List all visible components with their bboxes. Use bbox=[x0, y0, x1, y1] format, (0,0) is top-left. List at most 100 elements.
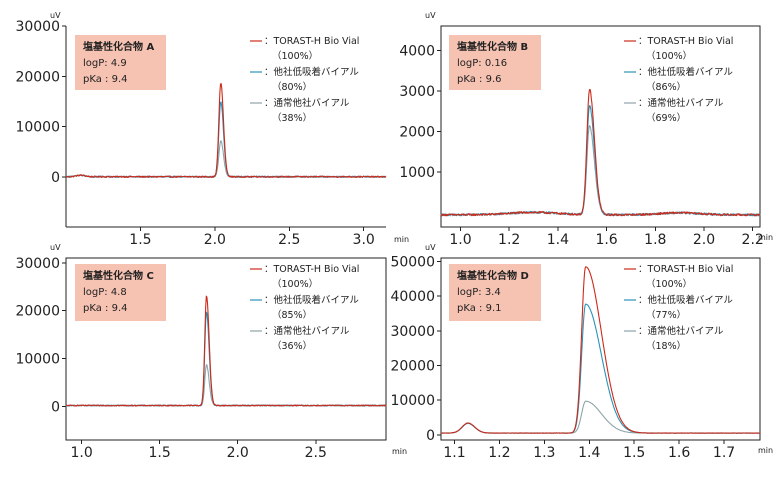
legend-recovery-low: （85%） bbox=[272, 309, 312, 321]
chart-panel-a: 0 10000 20000 30000 1.5 2.0 2.5 3.0 uV min 塩基性化合物 … bbox=[15, 11, 409, 248]
x-tick-label: 2.0 bbox=[693, 232, 715, 248]
y-tick-label: 3000 bbox=[399, 84, 435, 100]
y-tick-label: 1000 bbox=[399, 165, 435, 181]
y-tick-label: 20000 bbox=[390, 358, 435, 374]
x-tick-label: 2.5 bbox=[278, 232, 300, 248]
x-tick-label: 1.8 bbox=[644, 232, 666, 248]
compound-name: 塩基性化合物 A bbox=[83, 40, 154, 53]
y-tick-label: 20000 bbox=[15, 304, 60, 320]
legend-recovery-std: （36%） bbox=[272, 340, 312, 352]
legend-recovery-low: （86%） bbox=[646, 81, 686, 93]
y-tick-label: 30000 bbox=[15, 256, 60, 272]
compound-info-box: 塩基性化合物 C logP: 4.8 pKa : 9.4 bbox=[75, 264, 166, 321]
plot-frame bbox=[440, 257, 761, 441]
legend-label-low: ：他社低吸着バイアル bbox=[264, 294, 359, 306]
logp-value: logP: 0.16 bbox=[457, 58, 507, 69]
trace-torast bbox=[440, 88, 761, 217]
compound-info-box: 塩基性化合物 D logP: 3.4 pKa : 9.1 bbox=[449, 264, 541, 321]
legend-recovery-std: （38%） bbox=[272, 112, 312, 124]
y-tick-label: 10000 bbox=[390, 393, 435, 409]
pka-value: pKa : 9.4 bbox=[83, 74, 128, 85]
legend-recovery-torast: （100%） bbox=[646, 278, 692, 290]
legend-recovery-std: （18%） bbox=[646, 340, 686, 352]
x-tick-label: 1.5 bbox=[129, 232, 151, 248]
y-axis-unit: uV bbox=[50, 11, 61, 20]
trace-low bbox=[440, 105, 761, 217]
x-tick-label: 3.0 bbox=[353, 232, 375, 248]
x-axis-unit: min bbox=[758, 233, 773, 242]
x-tick-label: 2.5 bbox=[305, 445, 327, 461]
x-axis-unit: min bbox=[758, 446, 773, 455]
y-tick-label: 50000 bbox=[390, 254, 435, 270]
x-axis-unit: min bbox=[394, 235, 409, 244]
legend-recovery-torast: （100%） bbox=[646, 50, 692, 62]
y-tick-label: 10000 bbox=[15, 352, 60, 368]
y-tick-label: 2000 bbox=[399, 125, 435, 141]
x-tick-label: 1.1 bbox=[443, 445, 465, 461]
x-tick-label: 1.5 bbox=[149, 445, 171, 461]
legend-label-std: ：通常他社バイアル bbox=[264, 325, 350, 337]
pka-value: pKa : 9.1 bbox=[457, 303, 502, 314]
trace-std bbox=[440, 400, 761, 434]
x-tick-label: 1.6 bbox=[668, 445, 690, 461]
trace-torast bbox=[65, 295, 387, 407]
compound-name: 塩基性化合物 C bbox=[83, 269, 154, 282]
plot-frame bbox=[65, 257, 387, 441]
chart-panel-b: 1000 2000 3000 4000 1.0 1.2 1.4 1.6 1.8 2.0 2.2 uV m… bbox=[399, 11, 773, 248]
y-axis-unit: uV bbox=[425, 243, 436, 252]
y-axis-unit: uV bbox=[425, 11, 436, 20]
y-tick-label: 0 bbox=[51, 170, 60, 186]
info-box-background bbox=[449, 35, 541, 90]
legend-label-low: ：他社低吸着バイアル bbox=[264, 66, 359, 78]
legend-label-torast: ：TORAST-H Bio Vial bbox=[638, 264, 733, 275]
y-tick-label: 10000 bbox=[15, 120, 60, 136]
x-tick-label: 2.2 bbox=[742, 232, 764, 248]
legend: ：TORAST-H Bio Vial （100%） ：他社低吸着バイアル （86%） ：… bbox=[624, 36, 733, 124]
y-tick-label: 30000 bbox=[15, 19, 60, 35]
legend-recovery-std: （69%） bbox=[646, 112, 686, 124]
compound-name: 塩基性化合物 D bbox=[457, 269, 529, 282]
legend-label-torast: ：TORAST-H Bio Vial bbox=[638, 36, 733, 47]
pka-value: pKa : 9.4 bbox=[83, 303, 128, 314]
x-tick-label: 1.2 bbox=[488, 445, 510, 461]
x-tick-label: 1.0 bbox=[449, 232, 471, 248]
legend-recovery-torast: （100%） bbox=[272, 50, 318, 62]
x-tick-label: 1.5 bbox=[623, 445, 645, 461]
x-tick-label: 1.7 bbox=[713, 445, 735, 461]
legend-label-std: ：通常他社バイアル bbox=[264, 97, 350, 109]
x-tick-label: 1.4 bbox=[578, 445, 600, 461]
y-tick-label: 30000 bbox=[390, 324, 435, 340]
x-tick-label: 1.6 bbox=[595, 232, 617, 248]
x-tick-label: 1.0 bbox=[70, 445, 92, 461]
x-tick-label: 1.3 bbox=[533, 445, 555, 461]
legend-recovery-torast: （100%） bbox=[272, 278, 318, 290]
legend-recovery-low: （77%） bbox=[646, 309, 686, 321]
legend-label-torast: ：TORAST-H Bio Vial bbox=[264, 36, 359, 47]
chart-panel-d: 0 10000 20000 30000 40000 50000 1.1 1.2 1.3 1.4 1.… bbox=[390, 243, 773, 461]
compound-name: 塩基性化合物 B bbox=[457, 40, 528, 53]
trace-std bbox=[440, 125, 761, 217]
compound-info-box: 塩基性化合物 B logP: 0.16 pKa : 9.6 bbox=[449, 35, 541, 90]
legend-label-std: ：通常他社バイアル bbox=[638, 97, 724, 109]
legend-label-low: ：他社低吸着バイアル bbox=[638, 294, 733, 306]
x-tick-label: 2.0 bbox=[227, 445, 249, 461]
legend: ：TORAST-H Bio Vial （100%） ：他社低吸着バイアル （77%） ：… bbox=[624, 264, 733, 352]
info-box-background bbox=[75, 35, 166, 90]
trace-torast bbox=[65, 82, 387, 178]
trace-torast bbox=[440, 266, 761, 434]
logp-value: logP: 4.8 bbox=[83, 287, 127, 298]
legend-label-std: ：通常他社バイアル bbox=[638, 325, 724, 337]
chart-panel-c: 0 10000 20000 30000 1.0 1.5 2.0 2.5 uV min 塩基性化合物 … bbox=[15, 243, 407, 461]
legend-label-low: ：他社低吸着バイアル bbox=[638, 66, 733, 78]
trace-std bbox=[65, 364, 387, 407]
plot-frame bbox=[440, 25, 761, 228]
legend-recovery-low: （80%） bbox=[272, 81, 312, 93]
y-tick-label: 40000 bbox=[390, 289, 435, 305]
info-box-background bbox=[75, 264, 166, 321]
x-tick-label: 1.4 bbox=[547, 232, 569, 248]
compound-info-box: 塩基性化合物 A logP: 4.9 pKa : 9.4 bbox=[75, 35, 166, 90]
logp-value: logP: 4.9 bbox=[83, 58, 127, 69]
x-tick-label: 1.2 bbox=[498, 232, 520, 248]
y-axis-unit: uV bbox=[50, 243, 61, 252]
